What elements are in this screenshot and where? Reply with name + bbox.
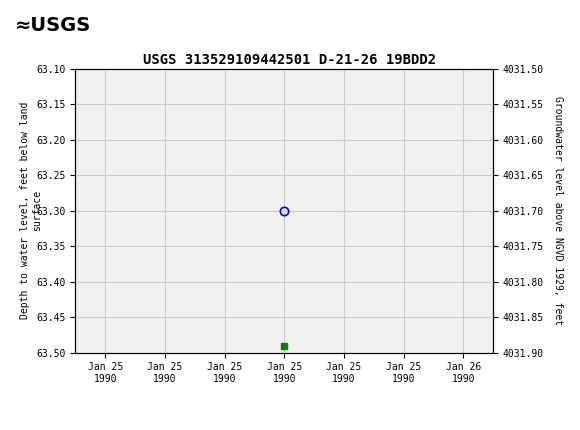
Text: USGS 313529109442501 D-21-26 19BDD2: USGS 313529109442501 D-21-26 19BDD2 (143, 52, 437, 67)
Y-axis label: Groundwater level above NGVD 1929, feet: Groundwater level above NGVD 1929, feet (553, 96, 563, 325)
Y-axis label: Depth to water level, feet below land
surface: Depth to water level, feet below land su… (20, 102, 42, 319)
Text: ≈USGS: ≈USGS (14, 16, 90, 35)
FancyBboxPatch shape (6, 3, 133, 49)
